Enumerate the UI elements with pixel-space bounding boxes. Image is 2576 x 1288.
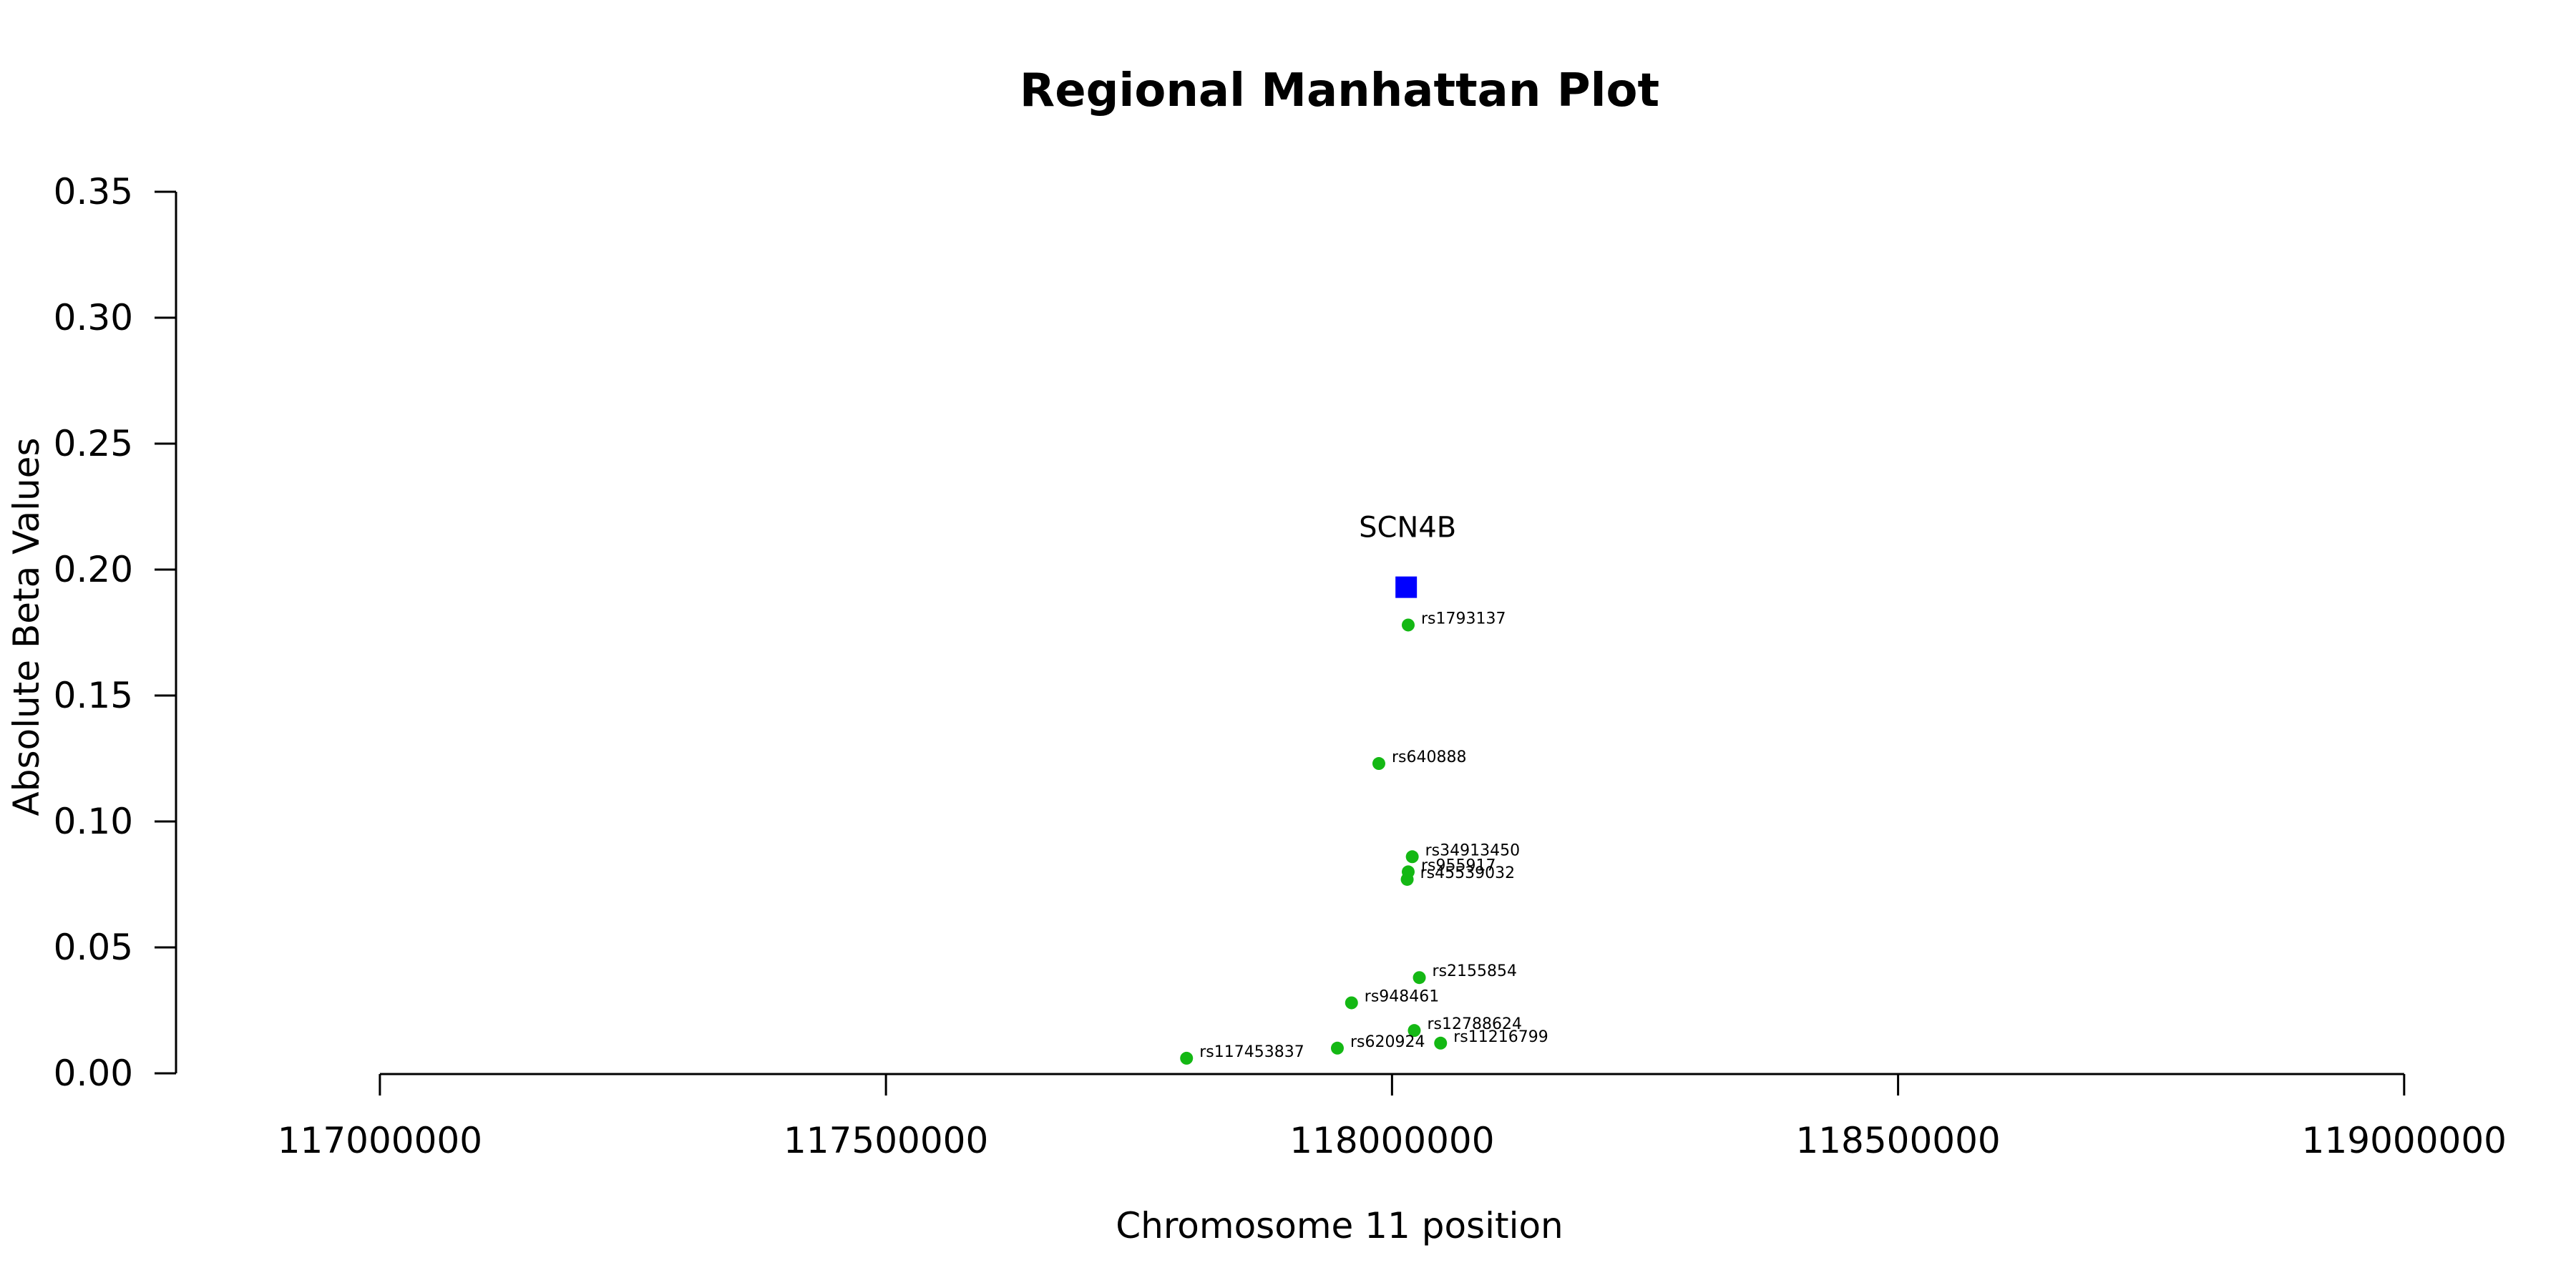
snp-label: rs45539032 — [1420, 864, 1515, 882]
snp-label: rs620924 — [1350, 1033, 1425, 1051]
chart-title: Regional Manhattan Plot — [1020, 64, 1659, 117]
snp-point — [1413, 971, 1426, 985]
data-points — [1180, 576, 1448, 1065]
snp-point — [1405, 850, 1419, 864]
snp-point — [1345, 996, 1358, 1010]
y-tick-label: 0.25 — [54, 423, 133, 464]
x-axis: 117000000 117500000 118000000 118500000 1190… — [278, 1073, 2507, 1161]
point-labels: rs1793137 rs640888 rs34913450rs955917rs455… — [1199, 512, 1548, 1061]
y-axis: 0.00 0.05 0.10 0.15 0.20 0.25 0.30 0.35 — [54, 171, 177, 1094]
snp-label: rs12788624 — [1427, 1015, 1521, 1033]
y-tick-label: 0.30 — [54, 297, 133, 338]
snp-point — [1407, 1024, 1421, 1038]
snp-point — [1372, 757, 1385, 771]
snp-point — [1180, 1051, 1194, 1065]
y-tick-label: 0.20 — [54, 549, 133, 590]
snp-label: rs34913450 — [1425, 841, 1520, 859]
gene-label: SCN4B — [1359, 512, 1456, 545]
y-tick-label: 0.35 — [54, 171, 133, 213]
snp-point — [1401, 618, 1415, 632]
snp-label: rs2155854 — [1433, 962, 1517, 980]
snp-label: rs640888 — [1392, 748, 1467, 766]
x-tick-label: 118500000 — [1795, 1120, 2000, 1161]
snp-label: rs11216799 — [1453, 1028, 1548, 1046]
y-tick-label: 0.15 — [54, 675, 133, 716]
x-tick-label: 118000000 — [1289, 1120, 1494, 1161]
x-axis-label: Chromosome 11 position — [1116, 1205, 1563, 1246]
snp-label: rs117453837 — [1199, 1043, 1304, 1061]
x-tick-label: 119000000 — [2302, 1120, 2507, 1161]
y-tick-label: 0.00 — [54, 1053, 133, 1094]
x-tick-label: 117000000 — [278, 1120, 482, 1161]
x-tick-label: 117500000 — [784, 1120, 988, 1161]
y-tick-label: 0.10 — [54, 801, 133, 842]
y-tick-label: 0.05 — [54, 927, 133, 968]
y-axis-label: Absolute Beta Values — [6, 438, 47, 816]
snp-point — [1400, 872, 1414, 886]
snp-point — [1434, 1036, 1448, 1050]
snp-point — [1330, 1041, 1344, 1055]
snp-label: rs955917 — [1421, 857, 1496, 874]
gene-marker — [1395, 576, 1418, 598]
snp-label: rs948461 — [1365, 987, 1440, 1005]
snp-label: rs1793137 — [1421, 610, 1506, 628]
